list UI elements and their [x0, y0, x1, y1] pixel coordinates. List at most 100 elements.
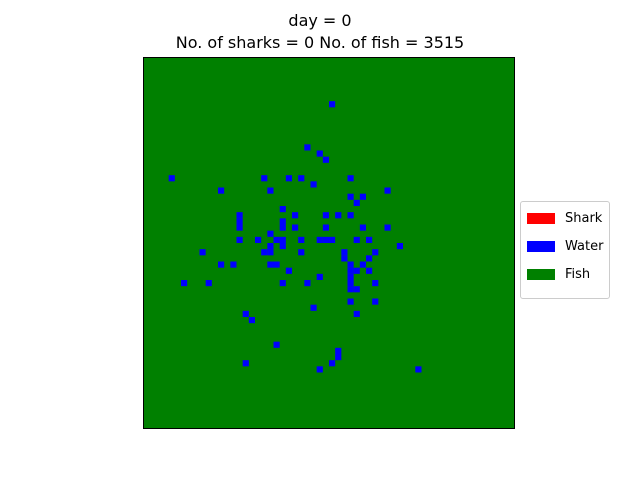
water-cell — [298, 249, 305, 256]
water-cell — [199, 249, 206, 256]
water-cell — [230, 261, 237, 268]
water-cell — [310, 181, 317, 188]
water-cell — [181, 280, 188, 287]
water-cell — [341, 255, 348, 262]
water-cell — [267, 249, 274, 256]
water-cell — [335, 212, 342, 219]
water-cell — [285, 175, 292, 182]
water-cell — [236, 224, 243, 231]
water-cell — [329, 101, 336, 108]
legend-swatch-fish — [527, 268, 555, 280]
water-cell — [359, 261, 366, 268]
water-cell — [261, 175, 268, 182]
water-cell — [248, 317, 255, 324]
water-cell — [242, 310, 249, 317]
water-cell — [236, 236, 243, 243]
water-cell — [242, 360, 249, 367]
water-cell — [353, 267, 360, 274]
water-cell — [353, 286, 360, 293]
water-cell — [322, 224, 329, 231]
water-cell — [292, 224, 299, 231]
chart-title-counts: No. of sharks = 0 No. of fish = 3515 — [175, 33, 465, 52]
water-cell — [347, 267, 354, 274]
water-cell — [304, 280, 311, 287]
water-cell — [304, 144, 311, 151]
legend-label-shark: Shark — [565, 210, 603, 226]
water-cell — [347, 193, 354, 200]
water-cell — [329, 360, 336, 367]
water-cell — [347, 280, 354, 287]
legend-item-shark: Shark — [527, 208, 603, 228]
water-cell — [359, 224, 366, 231]
water-cell — [396, 243, 403, 250]
water-cell — [267, 243, 274, 250]
legend-swatch-shark — [527, 212, 555, 224]
water-cell — [279, 280, 286, 287]
water-cell — [316, 150, 323, 157]
water-cell — [347, 175, 354, 182]
plot-frame — [143, 57, 515, 429]
water-cell — [316, 236, 323, 243]
water-cell — [384, 187, 391, 194]
legend-label-water: Water — [565, 238, 604, 254]
water-cell — [292, 212, 299, 219]
water-cell — [310, 304, 317, 311]
water-cell — [322, 212, 329, 219]
water-cell — [372, 280, 379, 287]
water-cell — [335, 347, 342, 354]
grid-cells — [144, 58, 514, 428]
water-cell — [298, 236, 305, 243]
water-cell — [279, 206, 286, 213]
water-cell — [205, 280, 212, 287]
water-cell — [236, 212, 243, 219]
water-cell — [347, 286, 354, 293]
water-cell — [335, 354, 342, 361]
water-cell — [279, 218, 286, 225]
water-cell — [329, 236, 336, 243]
water-cell — [415, 366, 422, 373]
water-cell — [372, 249, 379, 256]
water-cell — [285, 267, 292, 274]
water-cell — [273, 236, 280, 243]
water-cell — [267, 261, 274, 268]
water-cell — [366, 267, 373, 274]
water-cell — [347, 298, 354, 305]
water-cell — [347, 212, 354, 219]
water-cell — [359, 193, 366, 200]
legend-item-water: Water — [527, 236, 603, 256]
legend-swatch-water — [527, 240, 555, 252]
water-cell — [372, 298, 379, 305]
water-cell — [353, 310, 360, 317]
water-cell — [366, 255, 373, 262]
water-cell — [267, 230, 274, 237]
water-cell — [347, 273, 354, 280]
chart-title-day: day = 0 — [288, 11, 352, 30]
water-cell — [279, 224, 286, 231]
water-cell — [316, 273, 323, 280]
water-cell — [298, 175, 305, 182]
legend-item-fish: Fish — [527, 264, 603, 284]
water-cell — [168, 175, 175, 182]
water-cell — [267, 187, 274, 194]
water-cell — [353, 199, 360, 206]
water-cell — [366, 236, 373, 243]
water-cell — [273, 261, 280, 268]
water-cell — [341, 249, 348, 256]
water-cell — [279, 243, 286, 250]
water-cell — [353, 236, 360, 243]
water-cell — [316, 366, 323, 373]
water-cell — [322, 236, 329, 243]
water-cell — [347, 261, 354, 268]
water-cell — [261, 249, 268, 256]
water-cell — [322, 156, 329, 163]
water-cell — [255, 236, 262, 243]
legend: Shark Water Fish — [520, 201, 610, 299]
water-cell — [279, 236, 286, 243]
water-cell — [218, 187, 225, 194]
water-cell — [218, 261, 225, 268]
water-cell — [236, 218, 243, 225]
water-cell — [273, 341, 280, 348]
legend-label-fish: Fish — [565, 266, 591, 282]
water-cell — [384, 224, 391, 231]
